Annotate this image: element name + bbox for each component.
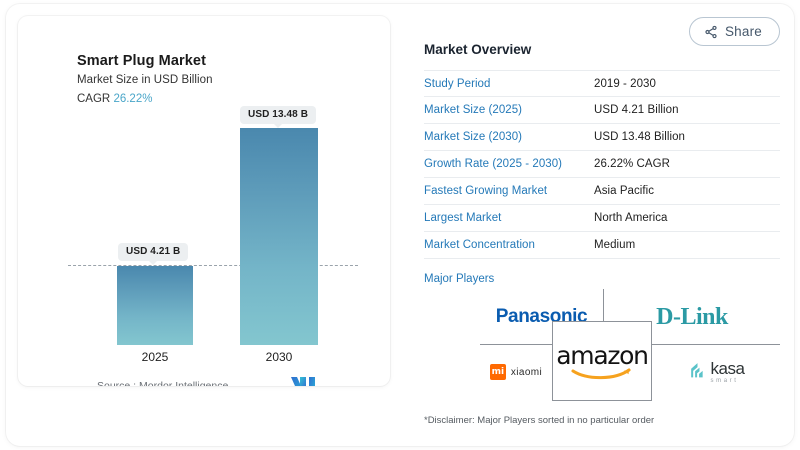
disclaimer-text: *Disclaimer: Major Players sorted in no … [424, 415, 655, 426]
amazon-swoosh-icon [571, 367, 631, 379]
mordor-intelligence-logo [291, 377, 317, 386]
cagr-value: 26.22% [113, 93, 153, 105]
row-key: Largest Market [424, 212, 502, 224]
bar-label-2025: USD 4.21 B [118, 243, 189, 265]
panel-title: Market Overview [424, 42, 532, 57]
row-value: Medium [594, 239, 636, 251]
table-row: Fastest Growing Market Asia Pacific [424, 178, 780, 205]
major-players-title: Major Players [424, 273, 495, 285]
amazon-wordmark: amazon [556, 340, 649, 370]
kasa-wordmark: kasa [710, 359, 745, 378]
kasa-logo: kasa smart [688, 360, 745, 384]
x-tick-2030: 2030 [265, 350, 293, 364]
reference-dashed-line [68, 265, 358, 266]
row-value: 2019 - 2030 [594, 77, 656, 90]
bar-chart-plot: USD 4.21 B USD 13.48 B 2025 2030 [18, 16, 390, 386]
row-key: Market Size (2025) [424, 104, 523, 116]
share-icon [704, 25, 718, 39]
amazon-logo: amazon [556, 340, 649, 380]
share-button[interactable]: Share [688, 17, 780, 46]
bar-2025[interactable] [117, 266, 193, 345]
row-key: Study Period [424, 77, 491, 90]
chart-subtitle: Market Size in USD Billion [77, 74, 213, 86]
bar-label-2030: USD 13.48 B [240, 106, 317, 128]
logo-cell-xiaomi: mi xiaomi [480, 347, 552, 397]
xiaomi-wordmark: xiaomi [510, 366, 543, 378]
table-row: Largest Market North America [424, 205, 780, 232]
table-row: Market Concentration Medium [424, 232, 780, 259]
dlink-logo: D-Link [656, 303, 728, 330]
logo-cell-dlink: D-Link [604, 293, 780, 341]
x-tick-2025: 2025 [141, 350, 169, 364]
kasa-wordmark-block: kasa smart [711, 360, 745, 384]
market-overview-panel: Market Overview Study Period 2019 - 2030… [424, 16, 784, 426]
row-value: North America [594, 212, 668, 224]
table-row: Market Size (2030) USD 13.48 Billion [424, 124, 780, 151]
table-row: Study Period 2019 - 2030 [424, 70, 780, 97]
xiaomi-logo: mi xiaomi [489, 364, 543, 380]
logo-cell-amazon: amazon [552, 321, 652, 401]
row-value: USD 13.48 Billion [594, 131, 685, 143]
row-value: Asia Pacific [594, 185, 655, 197]
overview-table: Study Period 2019 - 2030 Market Size (20… [424, 70, 780, 259]
chart-card: Smart Plug Market Market Size in USD Bil… [18, 16, 390, 386]
bar-2030[interactable] [240, 128, 318, 345]
table-row: Market Size (2025) USD 4.21 Billion [424, 97, 780, 124]
row-key: Growth Rate (2025 - 2030) [424, 158, 563, 170]
row-key: Market Concentration [424, 239, 535, 251]
cagr-label: CAGR [77, 93, 111, 105]
row-key: Market Size (2030) [424, 131, 523, 143]
row-value: USD 4.21 Billion [594, 104, 679, 116]
table-row: Growth Rate (2025 - 2030) 26.22% CAGR [424, 151, 780, 178]
major-players-logo-grid: Panasonic D-Link mi xiaomi [480, 289, 780, 401]
share-label: Share [724, 24, 762, 39]
chart-cagr: CAGR 26.22% [77, 93, 152, 105]
source-label: Source : Mordor Intelligence [97, 380, 229, 386]
row-key: Fastest Growing Market [424, 185, 548, 197]
kasa-house-icon [688, 360, 707, 384]
mi-badge-icon: mi [489, 364, 506, 380]
row-value: 26.22% CAGR [594, 158, 670, 170]
chart-title: Smart Plug Market [77, 53, 207, 69]
logo-cell-kasa: kasa smart [652, 347, 780, 397]
kasa-subword: smart [710, 378, 739, 384]
